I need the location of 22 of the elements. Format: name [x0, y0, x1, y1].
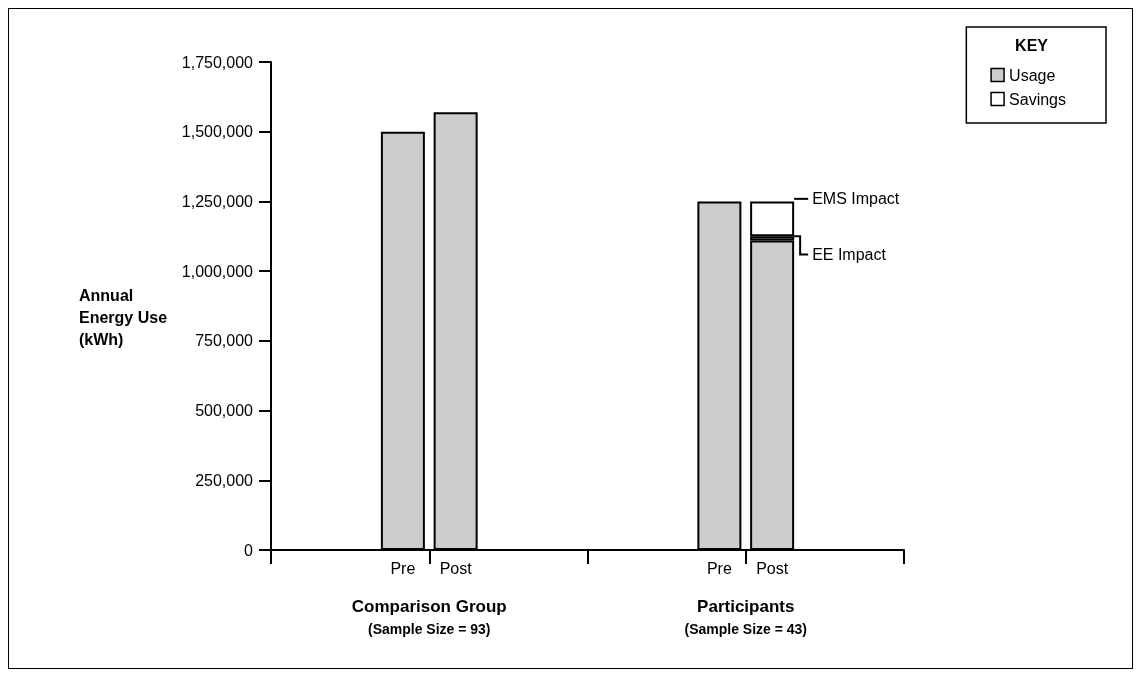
y-tick-label: 1,250,000	[181, 192, 254, 210]
annotation: EMS Impact	[812, 190, 900, 208]
y-tick-label: 0	[244, 541, 254, 559]
x-tick-label: Post	[439, 559, 473, 577]
annotation: EE Impact	[812, 245, 887, 263]
y-tick-label: 1,750,000	[181, 53, 254, 71]
y-tick-label: 750,000	[195, 332, 254, 350]
y-tick-label: 250,000	[195, 471, 254, 489]
x-tick-label: Pre	[706, 559, 732, 577]
legend-label: Usage	[1009, 66, 1056, 84]
y-tick-label: 1,500,000	[181, 123, 254, 141]
text: (Sample Size = 43)	[684, 621, 808, 637]
text: (Sample Size = 93)	[367, 621, 491, 637]
y-tick-label: 500,000	[195, 402, 254, 420]
x-tick-label: Pre	[390, 559, 416, 577]
x-tick-label: Post	[756, 559, 789, 577]
legend-title: KEY	[1015, 36, 1049, 54]
y-tick-label: 1,000,000	[181, 262, 254, 280]
text: Participants	[697, 597, 795, 616]
y-axis-title: Annual Energy Use (kWh)	[79, 286, 168, 348]
legend-label: Savings	[1009, 90, 1066, 108]
text: Comparison Group	[351, 597, 507, 616]
